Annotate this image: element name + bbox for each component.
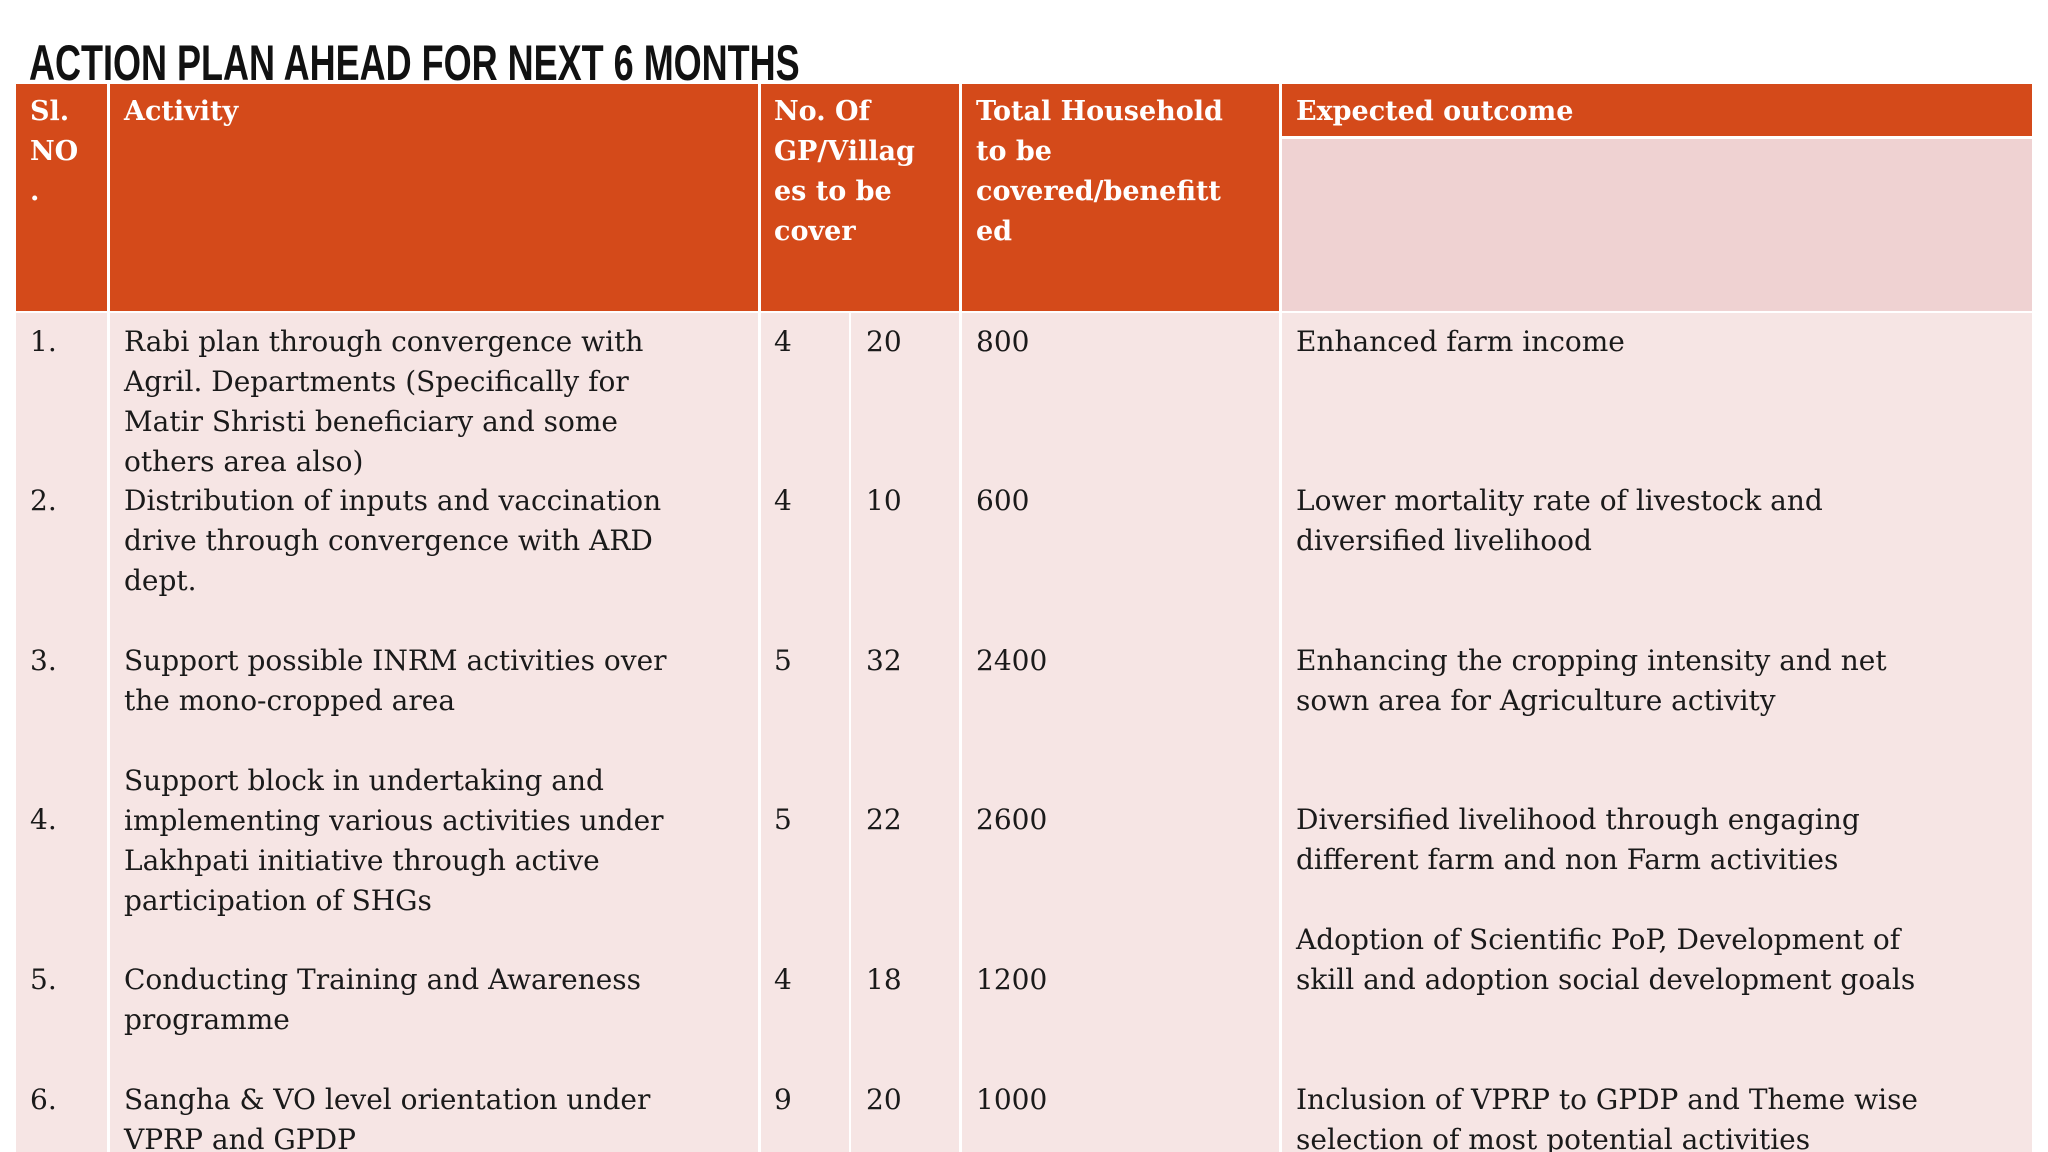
activity-text: Lakhpati initiative through active (124, 844, 600, 877)
serial-number: 2. (30, 484, 57, 517)
activity-text: VPRP and GPDP (124, 1123, 356, 1152)
activity-text: implementing various activities under (124, 804, 664, 837)
household-count: 2400 (976, 644, 1048, 677)
header-bar (16, 84, 1280, 311)
household-count: 1200 (976, 963, 1048, 996)
village-count: 18 (866, 963, 902, 996)
activity-text: Rabi plan through convergence with (124, 325, 644, 358)
table-body (16, 313, 2032, 1152)
village-count: 22 (866, 803, 902, 836)
activity-text: Agril. Departments (Specifically for (124, 365, 629, 398)
header-outcome (1282, 84, 2032, 136)
header-text: Total Household (976, 96, 1223, 127)
activity-text: others area also) (124, 445, 364, 478)
serial-number: 5. (30, 963, 57, 996)
header-text: Expected outcome (1296, 96, 1574, 127)
outcome-text: Enhanced farm income (1296, 325, 1625, 358)
activity-text: Matir Shristi beneficiary and some (124, 405, 618, 438)
header-text: Activity (124, 96, 239, 127)
activity-text: programme (124, 1003, 290, 1036)
activity-text: Conducting Training and Awareness (124, 963, 642, 996)
outcome-text: Lower mortality rate of livestock and (1296, 484, 1823, 517)
header-text: GP/Villag (774, 136, 915, 167)
outcome-text: Enhancing the cropping intensity and net (1296, 644, 1887, 677)
outcome-text: skill and adoption social development go… (1296, 963, 1916, 996)
outcome-text: diversified livelihood (1296, 524, 1592, 557)
header-outcome-sub (1282, 139, 2032, 311)
outcome-text: different farm and non Farm activities (1296, 843, 1839, 876)
household-count: 2600 (976, 803, 1048, 836)
household-count: 600 (976, 484, 1030, 517)
divider (758, 84, 761, 1152)
activity-text: drive through convergence with ARD (124, 524, 653, 557)
outcome-text: Inclusion of VPRP to GPDP and Theme wise (1296, 1083, 1919, 1116)
activity-text: dept. (124, 564, 197, 597)
outcome-text: sown area for Agriculture activity (1296, 684, 1776, 717)
header-text: Sl. (30, 96, 70, 127)
header-text: No. Of (774, 96, 871, 127)
header-text: covered/benefitt (976, 176, 1221, 207)
serial-number: 6. (30, 1083, 57, 1116)
header-text: . (30, 176, 40, 207)
header-text: es to be (774, 176, 892, 207)
activity-text: participation of SHGs (124, 884, 432, 917)
header-text: NO (30, 136, 79, 167)
divider (959, 84, 962, 1152)
gp-count: 5 (774, 803, 792, 836)
divider (107, 84, 110, 1152)
activity-text: Support block in undertaking and (124, 764, 604, 797)
household-count: 800 (976, 325, 1030, 358)
activity-text: Support possible INRM activities over (124, 644, 667, 677)
gp-count: 5 (774, 644, 792, 677)
header-text: cover (774, 216, 856, 247)
divider (849, 313, 851, 1152)
divider (16, 311, 2032, 313)
gp-count: 4 (774, 484, 792, 517)
header-text: to be (976, 136, 1052, 167)
village-count: 32 (866, 644, 902, 677)
gp-count: 4 (774, 963, 792, 996)
activity-text: Distribution of inputs and vaccination (124, 484, 662, 517)
outcome-text: selection of most potential activities (1296, 1123, 1811, 1152)
household-count: 1000 (976, 1083, 1048, 1116)
serial-number: 4. (30, 803, 57, 836)
serial-number: 3. (30, 644, 57, 677)
activity-text: Sangha & VO level orientation under (124, 1083, 651, 1116)
outcome-text: Adoption of Scientific PoP, Development … (1296, 923, 1901, 956)
gp-count: 9 (774, 1083, 792, 1116)
outcome-text: Diversified livelihood through engaging (1296, 803, 1860, 836)
divider (1279, 84, 1282, 1152)
serial-number: 1. (30, 325, 57, 358)
village-count: 20 (866, 1083, 902, 1116)
header-text: ed (976, 216, 1013, 247)
village-count: 20 (866, 325, 902, 358)
slide-title: ACTION PLAN AHEAD FOR NEXT 6 MONTHS (29, 35, 800, 91)
village-count: 10 (866, 484, 902, 517)
activity-text: the mono-cropped area (124, 684, 456, 717)
gp-count: 4 (774, 325, 792, 358)
